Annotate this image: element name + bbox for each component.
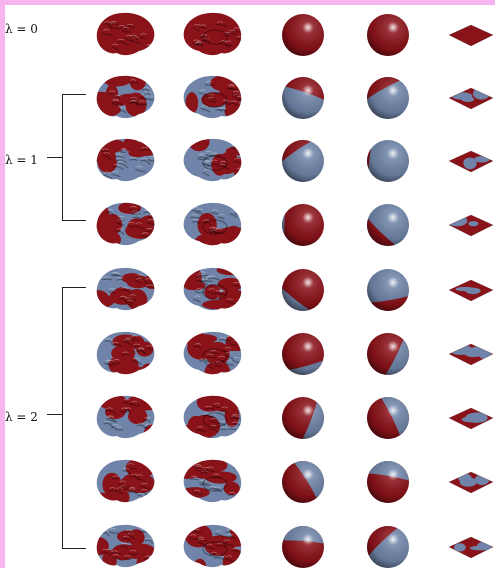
lambda-2-label: λ = 2 [5,410,38,424]
sphere-view-1-row-7 [282,397,324,439]
brain-medial-view-row-4 [183,202,242,246]
brain-lateral-view-row-9 [96,524,155,568]
brain-lateral-view-row-6 [96,331,155,375]
flat-map-row-5 [448,279,494,302]
lambda-2-bracket-top [62,287,86,288]
sphere-view-2-row-8 [367,461,409,503]
flat-map-row-6 [448,343,494,366]
brain-medial-view-row-2 [183,75,242,119]
lambda-0-label: λ = 0 [5,22,38,36]
sphere-view-2-row-2 [367,77,409,119]
flat-map-row-9 [448,536,494,559]
sphere-view-1-row-1 [282,14,324,56]
brain-lateral-view-row-2 [96,75,155,119]
lambda-1-bracket-top [62,94,86,95]
brain-lateral-view-row-3 [96,138,155,182]
sphere-view-2-row-7 [367,397,409,439]
brain-medial-view-row-9 [183,524,242,568]
sphere-view-1-row-2 [282,77,324,119]
sphere-view-1-row-5 [282,269,324,311]
lambda-2-bracket [62,287,63,548]
lambda-2-bracket-stem [47,414,62,415]
brain-medial-view-row-8 [183,459,242,503]
sphere-view-2-row-9 [367,526,409,568]
flat-map-row-3 [448,150,494,173]
brain-medial-view-row-1 [183,12,242,56]
lambda-2-bracket-bottom [62,548,86,549]
brain-medial-view-row-3 [183,138,242,182]
brain-medial-view-row-5 [183,267,242,311]
flat-map-row-1 [448,24,494,47]
brain-lateral-view-row-8 [96,459,155,503]
brain-lateral-view-row-4 [96,202,155,246]
sphere-view-2-row-3 [367,140,409,182]
brain-lateral-view-row-7 [96,395,155,439]
lambda-1-bracket [62,94,63,220]
brain-medial-view-row-7 [183,395,242,439]
flat-map-row-2 [448,87,494,110]
sphere-view-1-row-3 [282,140,324,182]
flat-map-row-4 [448,214,494,237]
sphere-view-2-row-6 [367,333,409,375]
brain-surface [96,12,155,56]
brain-medial-view-row-6 [183,331,242,375]
sphere-view-1-row-6 [282,333,324,375]
flat-map-surface [449,25,493,46]
sphere-view-2-row-1 [367,14,409,56]
sphere-view-2-row-5 [367,269,409,311]
lambda-1-label: λ = 1 [5,153,38,167]
lambda-1-bracket-bottom [62,220,86,221]
brain-lateral-view-row-1 [96,12,155,56]
brain-lateral-view-row-5 [96,267,155,311]
sphere-view-1-row-4 [282,204,324,246]
figure-panel: λ = 0 λ = 1 λ = 2 [5,5,495,568]
lambda-1-bracket-stem [47,157,62,158]
brain-surface [183,12,242,56]
sphere-view-2-row-4 [367,204,409,246]
flat-map-row-8 [448,471,494,494]
sphere-view-1-row-8 [282,461,324,503]
flat-map-row-7 [448,407,494,430]
sphere-view-1-row-9 [282,526,324,568]
